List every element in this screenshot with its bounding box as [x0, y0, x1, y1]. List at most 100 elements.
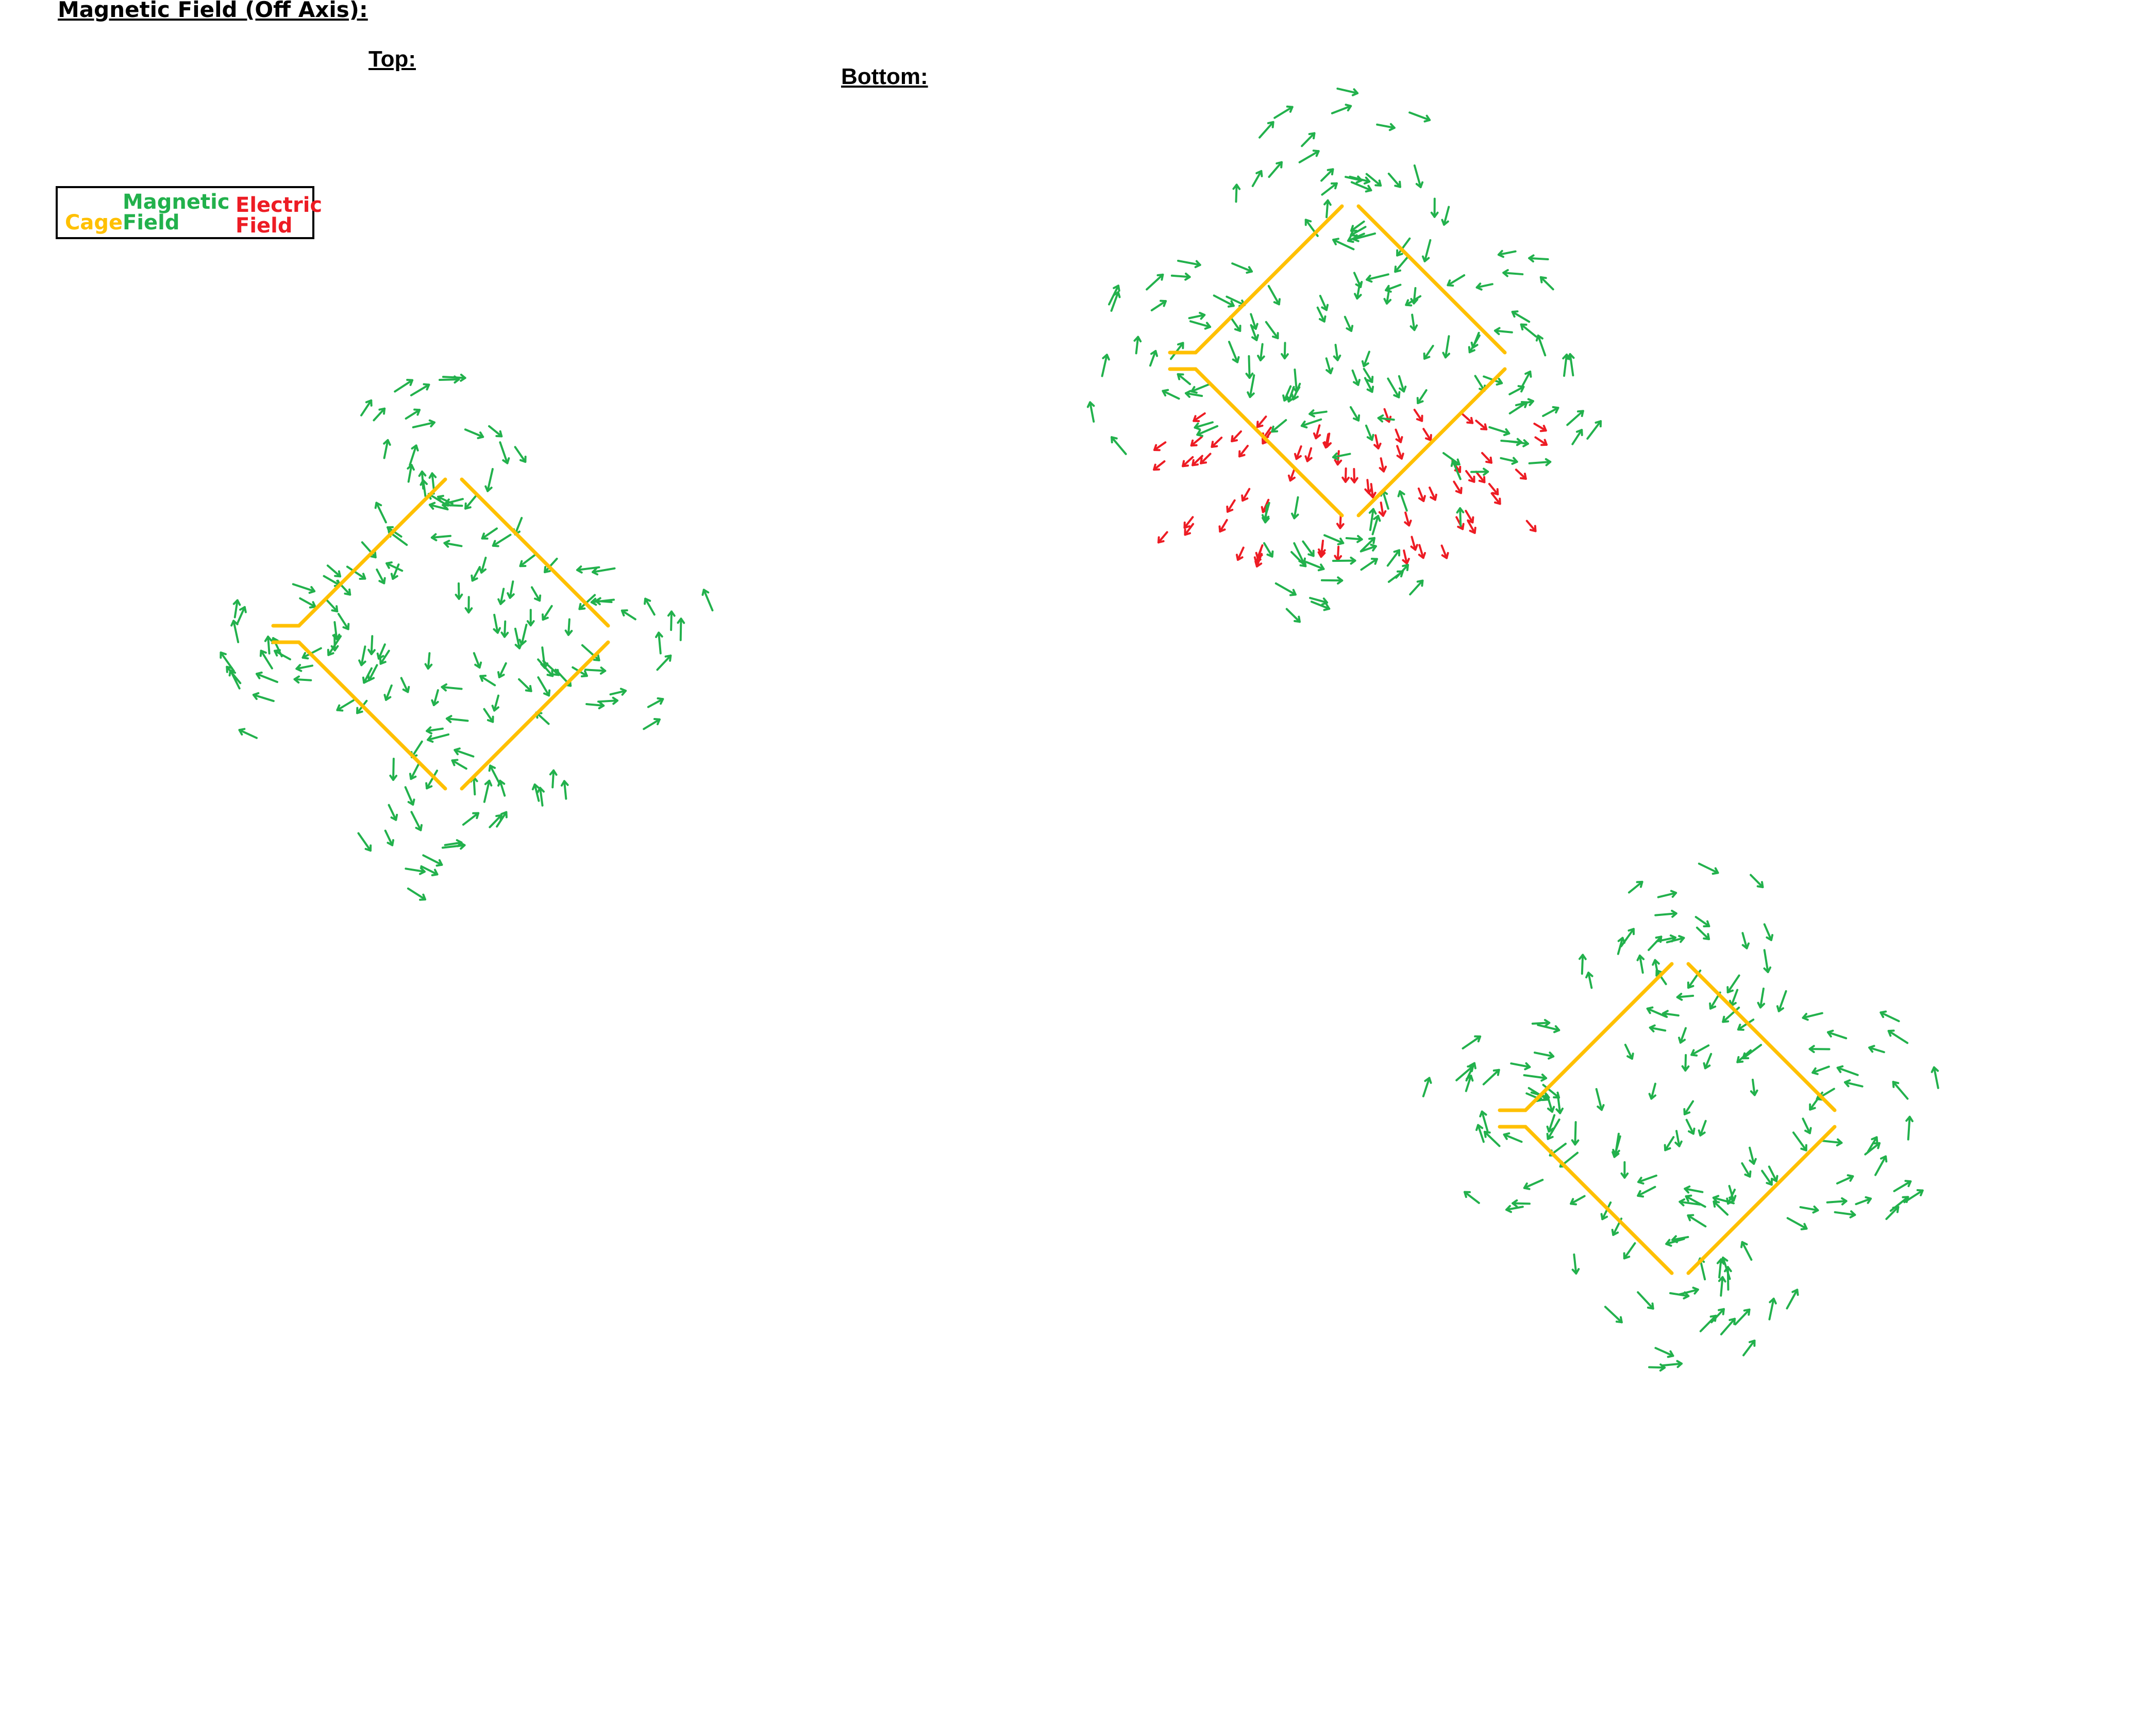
field-arrow	[1523, 1179, 1544, 1190]
legend-cage: Cage	[65, 211, 123, 235]
field-arrow	[1333, 344, 1341, 361]
field-arrow	[1734, 1308, 1751, 1326]
field-arrow	[1678, 1027, 1687, 1044]
field-arrow	[238, 728, 258, 739]
field-arrow	[1585, 972, 1593, 989]
field-arrow	[1235, 546, 1245, 561]
field-arrow	[1430, 197, 1439, 218]
field-arrow	[442, 501, 463, 509]
field-arrow	[1482, 1069, 1500, 1086]
field-arrow	[1887, 1029, 1909, 1044]
field-arrow	[1528, 458, 1552, 466]
field-arrow	[1108, 285, 1120, 306]
field-arrow	[1470, 468, 1489, 476]
field-arrow	[1666, 934, 1685, 944]
field-arrow	[656, 654, 672, 671]
field-arrow	[1379, 457, 1387, 473]
field-arrow	[1737, 1019, 1755, 1031]
field-arrow	[1231, 430, 1242, 443]
field-arrow	[1684, 1185, 1704, 1194]
field-arrow	[1868, 1045, 1885, 1054]
field-arrow	[1273, 105, 1294, 119]
field-arrow	[376, 569, 386, 585]
field-arrow	[1308, 409, 1328, 418]
field-arrow	[1365, 424, 1374, 441]
field-arrow	[1679, 1198, 1701, 1207]
field-arrow	[1512, 1199, 1531, 1208]
field-arrow	[383, 684, 393, 701]
field-arrow	[1332, 238, 1355, 251]
field-arrow	[1729, 989, 1739, 1007]
field-arrow	[1531, 1019, 1551, 1027]
field-arrow	[1238, 444, 1249, 458]
field-arrow	[455, 582, 463, 600]
field-arrow	[544, 558, 558, 573]
field-arrow	[578, 594, 596, 610]
field-arrow	[228, 669, 241, 690]
field-arrow	[1533, 423, 1547, 432]
cage-side	[460, 640, 610, 791]
field-arrow	[1410, 287, 1419, 305]
field-arrow	[590, 597, 615, 606]
field-arrow	[1153, 441, 1167, 452]
field-arrow	[1586, 420, 1602, 440]
field-arrow	[500, 620, 509, 638]
field-arrow	[422, 854, 443, 867]
field-arrow	[385, 561, 404, 572]
field-arrow	[451, 759, 467, 770]
field-arrow	[1429, 486, 1437, 501]
field-arrow	[1182, 456, 1194, 468]
field-arrow	[1681, 1054, 1690, 1072]
field-arrow	[507, 580, 515, 599]
field-arrow	[1571, 1253, 1580, 1275]
field-arrow	[462, 812, 480, 826]
field-arrow	[1889, 1196, 1909, 1212]
field-arrow	[1301, 132, 1316, 147]
field-arrow	[493, 613, 501, 634]
field-arrow	[1350, 220, 1365, 232]
field-arrow	[390, 563, 400, 580]
field-arrow	[1364, 479, 1373, 494]
field-arrow	[1086, 401, 1095, 423]
field-arrow	[1508, 385, 1525, 395]
cage-side	[460, 477, 610, 628]
field-arrow	[1413, 164, 1424, 189]
field-arrow	[519, 553, 538, 567]
field-arrow	[1281, 342, 1289, 360]
field-arrow	[1350, 226, 1367, 237]
field-arrow	[1321, 182, 1338, 196]
field-arrow	[1196, 425, 1219, 437]
field-arrow	[1371, 514, 1381, 536]
field-arrow	[1676, 993, 1694, 1001]
field-arrow	[518, 623, 528, 646]
field-arrow	[336, 699, 355, 712]
field-arrow	[1542, 1083, 1560, 1099]
field-arrow	[1226, 499, 1236, 513]
field-arrow	[1687, 1214, 1707, 1228]
field-arrow	[1664, 1136, 1675, 1151]
field-arrow	[1409, 579, 1424, 596]
field-arrow	[1505, 1205, 1524, 1213]
field-arrow	[1465, 1074, 1474, 1092]
field-arrow	[1360, 558, 1378, 571]
bottom-view-diagram-electric	[1086, 87, 1602, 623]
field-arrow	[409, 763, 420, 780]
field-arrow	[1537, 1024, 1560, 1033]
field-arrow	[536, 787, 545, 807]
field-arrow	[1363, 368, 1374, 383]
field-arrow	[374, 502, 387, 524]
field-arrow	[1654, 1347, 1674, 1358]
field-arrow	[1742, 1044, 1763, 1060]
field-arrow	[1262, 504, 1270, 524]
field-arrow	[488, 425, 503, 438]
field-arrow	[1194, 421, 1214, 430]
field-arrow	[464, 428, 484, 439]
field-arrow	[362, 667, 373, 684]
field-arrow	[1864, 1142, 1881, 1156]
field-arrow	[1620, 928, 1635, 947]
field-arrow	[1325, 357, 1334, 375]
field-arrow	[361, 541, 377, 559]
field-arrow	[1398, 375, 1407, 393]
field-arrow	[1546, 1119, 1560, 1140]
field-arrow	[1636, 954, 1645, 974]
